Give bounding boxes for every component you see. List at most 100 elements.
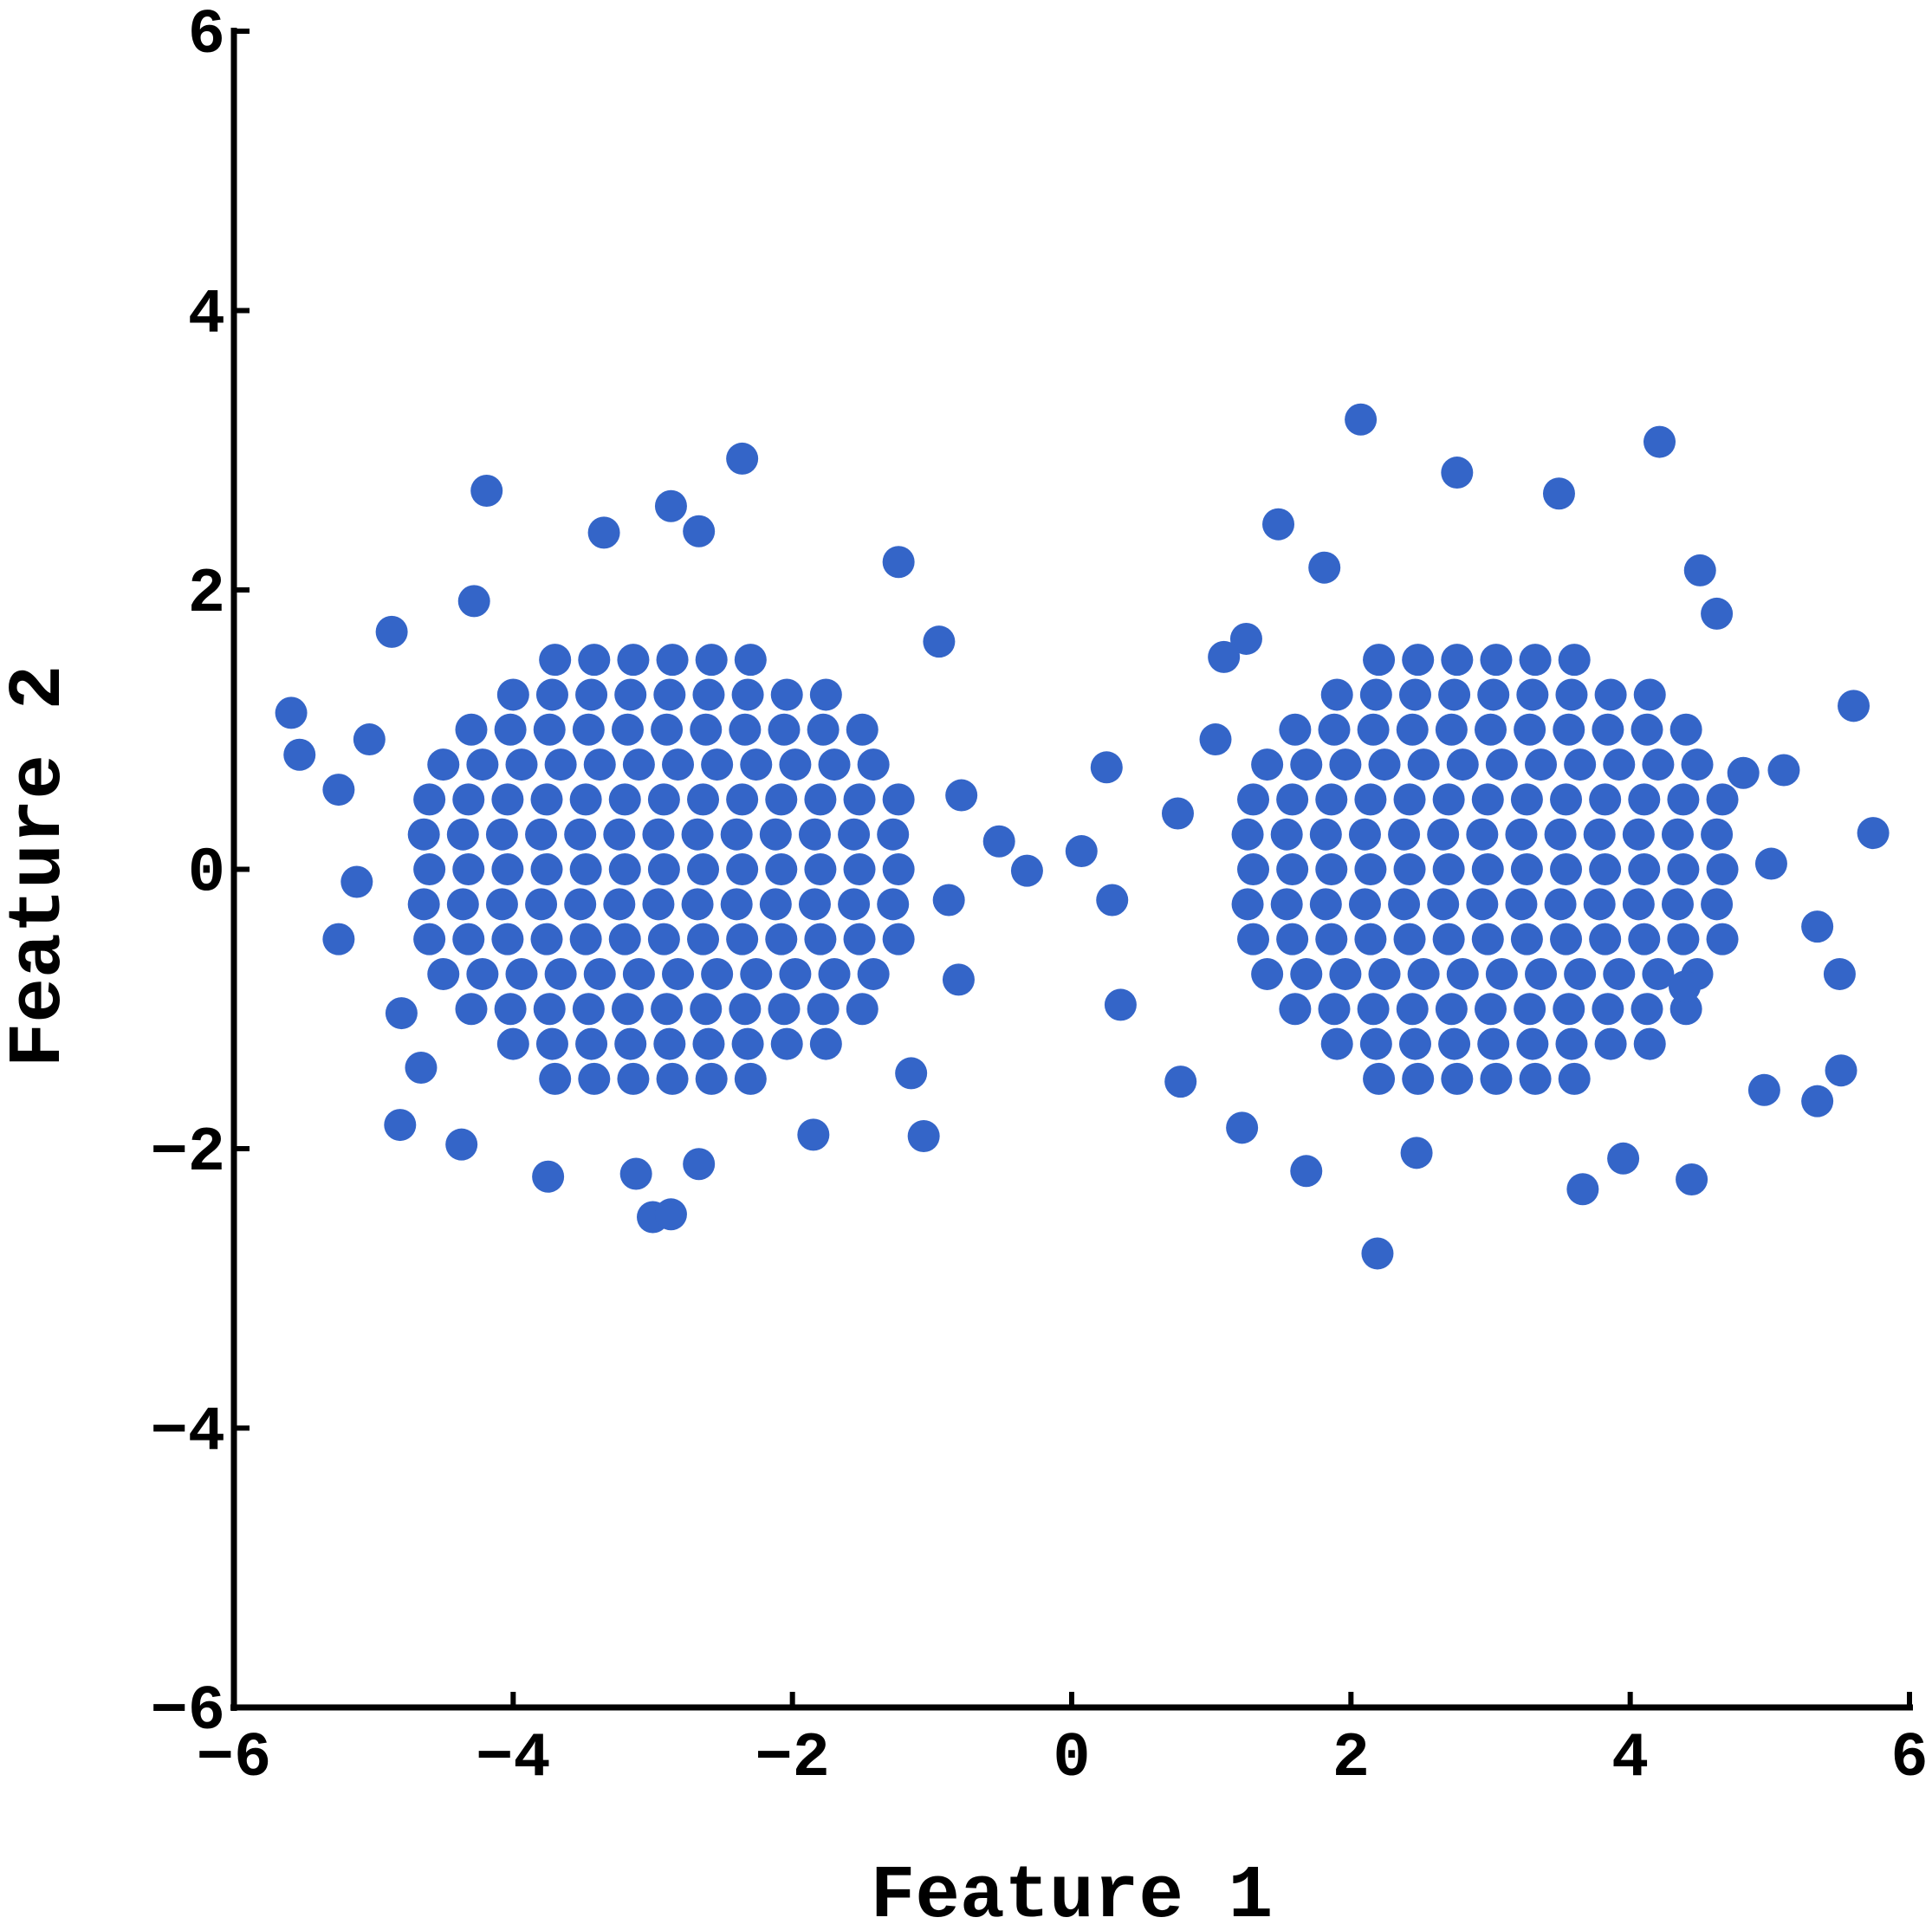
scatter-point: [1329, 957, 1362, 990]
scatter-point: [494, 713, 527, 746]
scatter-point: [1270, 818, 1303, 851]
scatter-point: [1290, 1155, 1323, 1188]
y-tick-label: −6: [151, 1676, 225, 1747]
scatter-point: [1010, 854, 1043, 887]
scatter-point: [1270, 888, 1303, 921]
scatter-point: [1290, 748, 1323, 781]
scatter-point: [1315, 783, 1348, 816]
scatter-point: [1348, 818, 1381, 851]
scatter-point: [525, 888, 558, 921]
scatter-point: [1510, 783, 1543, 816]
scatter-point: [857, 957, 890, 990]
scatter-point: [740, 748, 773, 781]
scatter-point: [1354, 783, 1387, 816]
scatter-point: [846, 713, 878, 746]
scatter-point: [1199, 723, 1232, 756]
x-tick-label: −6: [197, 1723, 271, 1794]
scatter-point: [569, 923, 602, 956]
scatter-point: [1514, 713, 1546, 746]
scatter-point: [1237, 783, 1270, 816]
scatter-point: [1466, 818, 1499, 851]
scatter-point: [491, 853, 524, 885]
scatter-point: [1681, 748, 1714, 781]
scatter-point: [1208, 640, 1241, 673]
scatter-point: [1683, 554, 1716, 586]
scatter-point: [818, 748, 851, 781]
scatter-point: [1329, 748, 1362, 781]
scatter-point: [720, 818, 753, 851]
scatter-point: [1510, 853, 1543, 885]
scatter-point: [804, 853, 837, 885]
scatter-point: [575, 678, 608, 711]
scatter-point: [923, 625, 956, 658]
scatter-point: [583, 957, 616, 990]
scatter-point: [569, 783, 602, 816]
scatter-point: [1592, 713, 1624, 746]
scatter-point: [1279, 713, 1312, 746]
scatter-point: [656, 644, 689, 677]
scatter-point: [1583, 818, 1616, 851]
scatter-point: [544, 957, 577, 990]
x-tick-label: −4: [476, 1723, 550, 1794]
scatter-point: [1510, 923, 1543, 956]
scatter-point: [647, 783, 680, 816]
scatter-point: [455, 713, 488, 746]
scatter-point: [731, 678, 764, 711]
scatter-point: [1427, 818, 1460, 851]
scatter-point: [681, 888, 714, 921]
scatter-point: [539, 644, 572, 677]
scatter-point: [1368, 957, 1401, 990]
scatter-point: [683, 1148, 716, 1181]
scatter-point: [1368, 748, 1401, 781]
scatter-point: [1441, 644, 1474, 677]
scatter-point: [452, 783, 485, 816]
scatter-point: [740, 957, 773, 990]
scatter-point: [1553, 713, 1585, 746]
x-tick-label: 6: [1890, 1723, 1928, 1794]
scatter-point: [692, 1027, 725, 1060]
scatter-point: [496, 678, 529, 711]
scatter-point: [1519, 1062, 1552, 1095]
scatter-point: [1643, 425, 1676, 458]
scatter-point: [1589, 923, 1622, 956]
scatter-point: [466, 957, 499, 990]
scatter-point: [1315, 923, 1348, 956]
scatter-point: [485, 818, 518, 851]
scatter-point: [1622, 888, 1655, 921]
scatter-point: [701, 957, 734, 990]
scatter-point: [1393, 853, 1426, 885]
scatter-point: [798, 818, 831, 851]
x-axis-title: Feature 1: [871, 1854, 1273, 1924]
scatter-point: [1226, 1111, 1259, 1144]
scatter-point: [1309, 818, 1342, 851]
scatter-point: [496, 1027, 529, 1060]
scatter-point: [804, 923, 837, 956]
scatter-point: [779, 957, 812, 990]
scatter-point: [729, 993, 762, 1026]
scatter-point: [1661, 888, 1694, 921]
scatter-point: [1393, 783, 1426, 816]
scatter-point: [533, 713, 566, 746]
scatter-point: [535, 1027, 568, 1060]
scatter-point: [1514, 993, 1546, 1026]
scatter-point: [1104, 988, 1137, 1021]
scatter-point: [1363, 644, 1396, 677]
scatter-point: [1398, 1027, 1431, 1060]
scatter-point: [818, 957, 851, 990]
scatter-point: [1318, 993, 1351, 1026]
scatter-point: [572, 993, 605, 1026]
scatter-point: [653, 678, 686, 711]
scatter-point: [525, 818, 558, 851]
scatter-point: [1348, 888, 1381, 921]
scatter-point: [1622, 818, 1655, 851]
scatter-point: [466, 748, 499, 781]
scatter-point: [729, 713, 762, 746]
scatter-point: [1276, 923, 1309, 956]
scatter-point: [1161, 797, 1194, 830]
scatter-point: [1164, 1066, 1197, 1098]
scatter-point: [385, 997, 418, 1030]
y-tick-label: 0: [188, 839, 225, 910]
scatter-point: [1485, 957, 1518, 990]
y-tick-label: 2: [188, 559, 225, 630]
scatter-point: [877, 818, 910, 851]
